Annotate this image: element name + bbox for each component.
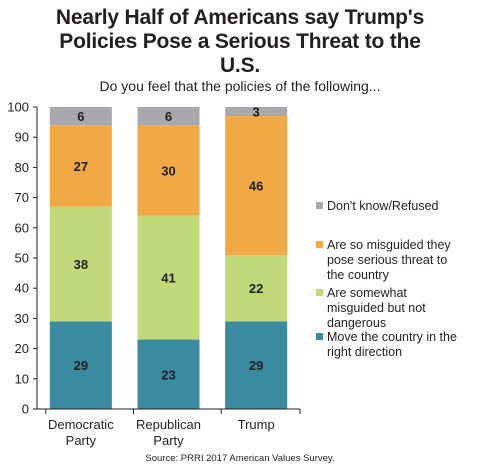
bar-segment-are-so-misguided-they-pose-serious-threat-to-the-country [225,116,288,255]
bar-segment-move-the-country-in-the-right-direction [49,321,112,409]
y-tick-label: 60 [15,220,29,235]
y-tick-label: 40 [15,281,29,296]
data-label: 22 [249,281,263,296]
source-note: Source: PRRI 2017 American Values Survey… [145,453,335,464]
chart-title-line-3: U.S. [219,54,261,77]
bar-segment-don-t-know-refused [49,107,112,126]
bar-segment-move-the-country-in-the-right-direction [225,321,288,409]
data-label: 38 [74,257,88,272]
category-label: Party [66,433,97,448]
bar-segment-are-so-misguided-they-pose-serious-threat-to-the-country [49,125,112,207]
data-label: 30 [161,163,175,178]
category-label: Democratic [48,417,114,432]
legend-label: Are somewhat [327,286,407,300]
data-label: 6 [77,109,84,124]
chart-subtitle: Do you feel that the policies of the fol… [99,78,381,94]
data-label: 23 [161,367,175,382]
legend-label: Don't know/Refused [327,199,439,213]
data-label: 27 [74,159,88,174]
legend-label: misguided but not [327,301,426,315]
chart-title: Nearly Half of Americans say Trump's Pol… [0,6,480,78]
y-tick-label: 10 [15,371,29,386]
data-label: 3 [253,105,260,120]
legend-swatch-move-the-country-in-the-right-direction [316,333,323,340]
legend-label: Move the country in the [327,330,457,344]
bar-segment-are-somewhat-misguided-but-not-dangerous [49,206,112,322]
legend-label: dangerous [327,316,386,330]
data-label: 6 [165,109,172,124]
bar-segment-are-somewhat-misguided-but-not-dangerous [137,215,200,340]
data-label: 29 [249,358,263,373]
chart-title-line-1: Nearly Half of Americans say Trump's [55,6,425,29]
bar-segment-are-so-misguided-they-pose-serious-threat-to-the-country [137,125,200,216]
data-label: 46 [249,179,263,194]
bar-segment-don-t-know-refused [225,107,288,117]
legend-label: pose serious threat to [327,253,447,267]
category-label: Trump [238,417,275,432]
y-tick-label: 20 [15,341,29,356]
chart-title-line-2: Policies Pose a Serious Threat to the [59,30,421,53]
legend-label: right direction [327,345,402,359]
y-tick-label: 0 [22,402,29,417]
bar-segment-move-the-country-in-the-right-direction [137,339,200,409]
legend-label: the country [327,268,390,282]
data-label: 29 [74,358,88,373]
y-tick-label: 100 [7,100,29,115]
category-label: Republican [136,417,201,432]
y-tick-label: 30 [15,311,29,326]
category-label: Party [153,433,184,448]
bar-segment-don-t-know-refused [137,107,200,126]
bar-segment-are-somewhat-misguided-but-not-dangerous [225,254,288,322]
y-tick-label: 70 [15,190,29,205]
legend-swatch-are-somewhat-misguided-but-not-dangerous [316,289,323,296]
legend-swatch-don-t-know-refused [316,202,323,209]
y-tick-label: 50 [15,251,29,266]
data-label: 41 [161,271,175,286]
legend-swatch-are-so-misguided-they-pose-serious-threat-to-the-country [316,241,323,248]
y-tick-label: 80 [15,160,29,175]
y-tick-label: 90 [15,130,29,145]
legend-label: Are so misguided they [327,238,451,252]
